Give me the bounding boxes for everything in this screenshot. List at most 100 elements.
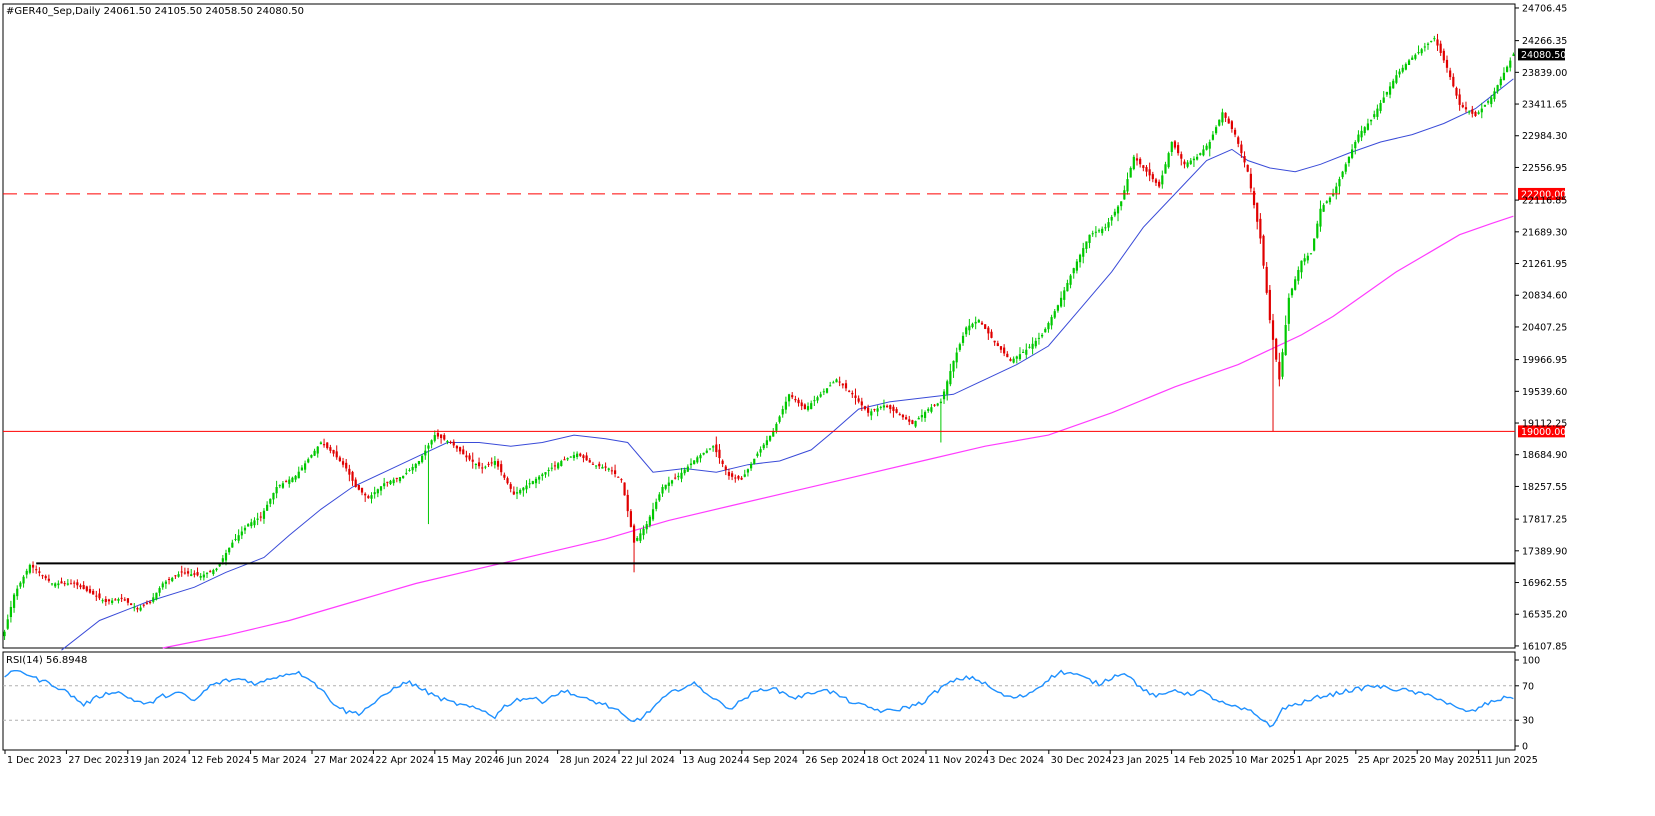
candle-bull: [376, 489, 379, 494]
candle-bear: [455, 445, 459, 449]
candle-bear: [1135, 158, 1139, 161]
x-tick-label: 15 May 2024: [437, 755, 499, 766]
candle-bull: [1170, 142, 1173, 152]
candle-bear: [322, 444, 326, 446]
candle-bull: [1388, 86, 1392, 95]
candle-bear: [351, 471, 354, 481]
candle-bull: [876, 408, 879, 412]
candle-bear: [196, 572, 199, 576]
candle-bear: [357, 484, 360, 490]
candle-bear: [123, 599, 126, 601]
candle-bull: [1287, 297, 1290, 324]
candle-bull: [1015, 356, 1018, 359]
candle-bear: [1158, 181, 1161, 187]
candle-bear: [1442, 50, 1445, 61]
candle-bull: [952, 360, 955, 372]
candle-bear: [95, 595, 98, 597]
candle-bull: [686, 466, 689, 472]
candle-bear: [487, 463, 490, 465]
y-tick-label: 22984.30: [1522, 131, 1567, 142]
candle-bear: [626, 494, 629, 512]
candle-bull: [1205, 145, 1208, 150]
candle-bull: [237, 535, 240, 541]
candle-bear: [1145, 167, 1148, 172]
candle-bull: [1487, 101, 1490, 103]
x-tick-label: 27 Dec 2023: [68, 755, 129, 766]
candle-bull: [212, 570, 215, 575]
candle-bull: [923, 412, 927, 418]
candle-bull: [1411, 57, 1414, 60]
candle-bear: [1154, 179, 1158, 183]
candle-bull: [661, 487, 664, 494]
candle-bull: [1120, 201, 1123, 207]
candle-bear: [889, 405, 892, 410]
candle-bull: [1433, 38, 1436, 40]
candle-bull: [664, 484, 667, 489]
candle-bear: [82, 585, 85, 590]
candle-bear: [674, 477, 677, 479]
x-tick-label: 22 Apr 2024: [375, 755, 434, 766]
candle-bull: [474, 464, 477, 465]
candle-bull: [762, 444, 765, 449]
candle-bull: [1199, 153, 1202, 155]
candle-bull: [1050, 317, 1053, 326]
candle-bear: [1142, 165, 1145, 168]
candle-bull: [297, 471, 300, 479]
y-tick-label: 18684.90: [1522, 450, 1567, 461]
candle-bull: [522, 487, 525, 491]
candle-bear: [332, 449, 335, 454]
y-tick-label: 19966.95: [1522, 355, 1567, 366]
y-tick-label: 16107.85: [1522, 641, 1567, 652]
candle-bull: [683, 469, 686, 474]
candle-bull: [1338, 179, 1341, 187]
candle-bear: [1262, 235, 1265, 266]
candle-bull: [702, 452, 705, 455]
candle-bull: [1072, 268, 1075, 274]
candle-bull: [534, 478, 538, 484]
candle-bull: [810, 403, 813, 410]
candle-bear: [860, 401, 863, 406]
candle-bull: [202, 574, 205, 578]
x-tick-label: 11 Jun 2025: [1481, 755, 1538, 766]
candle-bear: [395, 477, 398, 479]
candle-bear: [585, 455, 588, 461]
candle-bull: [57, 583, 60, 586]
candle-bull: [1186, 162, 1189, 167]
candle-bull: [787, 394, 791, 402]
x-tick-label: 5 Mar 2024: [253, 755, 307, 766]
candle-bear: [873, 409, 876, 411]
candle-bull: [816, 397, 819, 401]
candle-bull: [1328, 197, 1332, 203]
candle-bull: [303, 463, 307, 470]
candle-bull: [1022, 351, 1025, 353]
x-tick-label: 18 Oct 2024: [867, 755, 926, 766]
candle-bull: [749, 464, 753, 469]
candle-bear: [443, 435, 446, 440]
candle-bear: [1243, 156, 1246, 163]
candle-bear: [1436, 39, 1439, 46]
candle-bull: [161, 583, 164, 588]
candle-bear: [76, 582, 79, 586]
candle-bear: [490, 462, 493, 464]
candle-bull: [66, 583, 69, 585]
candle-bear: [980, 322, 984, 325]
candle-bull: [636, 538, 639, 541]
candle-bull: [1218, 119, 1221, 126]
candle-bull: [291, 477, 294, 483]
x-tick-label: 12 Feb 2024: [191, 755, 250, 766]
x-tick-label: 10 Mar 2025: [1235, 755, 1295, 766]
y-tick-label: 21261.95: [1522, 259, 1567, 270]
candle-bear: [1259, 218, 1262, 239]
candle-bull: [1129, 167, 1132, 178]
candle-bull: [1297, 269, 1300, 281]
candle-bear: [993, 340, 996, 343]
candle-bear: [588, 460, 591, 463]
candle-bear: [851, 392, 854, 395]
candle-bull: [164, 581, 168, 584]
candle-bear: [458, 447, 462, 452]
candle-bull: [262, 510, 266, 519]
candle-bull: [155, 592, 158, 600]
candle-bull: [493, 461, 496, 465]
candle-bull: [576, 453, 579, 458]
candle-bull: [1126, 179, 1129, 192]
